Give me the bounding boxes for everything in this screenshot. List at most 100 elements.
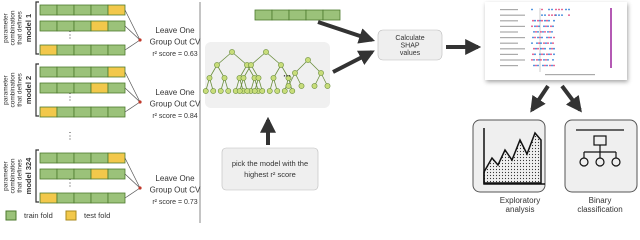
plot-dot xyxy=(535,47,537,50)
model-label-line: that defines xyxy=(17,72,24,106)
connector xyxy=(124,71,141,103)
plot-dot xyxy=(537,36,539,39)
tree-node xyxy=(285,75,292,81)
model-label-line: combination xyxy=(10,72,17,107)
fold xyxy=(107,152,126,164)
fold xyxy=(39,168,58,180)
model-name: model 1 xyxy=(24,14,33,42)
cv-text: Leave One xyxy=(155,26,195,35)
plot-dot xyxy=(541,8,543,11)
fold xyxy=(39,82,58,94)
fold xyxy=(73,82,92,94)
plot-dot xyxy=(546,64,548,67)
fold xyxy=(90,66,109,78)
bracket xyxy=(35,149,39,203)
tree-edge xyxy=(294,59,309,74)
plot-dot xyxy=(550,36,552,39)
fold xyxy=(107,44,126,56)
model-label-line: combination xyxy=(10,158,17,193)
dots: ⋮ xyxy=(66,130,75,140)
plot-dot xyxy=(535,64,537,67)
cv-text: Group Out CV xyxy=(150,186,201,195)
plot-dot xyxy=(553,64,555,67)
fold xyxy=(39,20,58,32)
fold xyxy=(39,152,58,164)
color-bar xyxy=(610,8,612,68)
bracket xyxy=(35,1,39,55)
shap-box xyxy=(377,29,443,61)
fold xyxy=(107,4,126,16)
fold xyxy=(56,4,75,16)
plot-dot xyxy=(539,36,541,39)
fold xyxy=(39,106,58,118)
tree-node xyxy=(289,88,296,94)
plot-dot xyxy=(544,64,546,67)
plot-label xyxy=(500,31,518,33)
tree-node xyxy=(206,75,213,81)
fold xyxy=(90,4,109,16)
fold xyxy=(107,168,126,180)
legend-swatch xyxy=(5,210,17,221)
hierarchy-lines xyxy=(583,145,617,158)
plot-dot xyxy=(543,53,545,56)
plot-label xyxy=(500,48,525,50)
tree-node xyxy=(298,83,305,89)
dots: ⋮ xyxy=(66,29,75,39)
model-label-line: parameter xyxy=(3,74,10,104)
cv-text: r² score = 0.73 xyxy=(152,199,197,206)
plot-dot xyxy=(541,36,543,39)
fold xyxy=(90,152,109,164)
model-label-line: parameter xyxy=(3,160,10,190)
plot-dot xyxy=(534,36,536,39)
plot-dot xyxy=(543,59,545,61)
plot-dot xyxy=(538,42,540,44)
tree-edge xyxy=(216,51,233,66)
fold xyxy=(90,44,109,56)
plot-dot xyxy=(565,8,567,11)
plot-dot xyxy=(543,25,545,28)
tree-node xyxy=(292,70,298,76)
fold xyxy=(90,106,109,118)
plot-dot xyxy=(540,31,542,33)
fold xyxy=(56,152,75,164)
tree-node xyxy=(274,88,281,94)
plot-label xyxy=(500,53,518,55)
plot-dot xyxy=(534,25,536,28)
plot-dot xyxy=(548,36,550,39)
plot-dot xyxy=(552,59,554,61)
plot-dot xyxy=(537,47,539,50)
shap-plot xyxy=(485,2,627,80)
tree-node xyxy=(225,88,232,94)
fold xyxy=(73,66,92,78)
model-name: model 2 xyxy=(24,76,33,104)
plot-dot xyxy=(545,25,547,28)
model-label: parameter combination that defines model 1 xyxy=(3,10,33,45)
model-label-line: combination xyxy=(10,10,17,45)
dots: ⋮ xyxy=(66,177,75,187)
hierarchy-leaf xyxy=(595,157,605,167)
plot-dot xyxy=(558,14,560,16)
tree-node xyxy=(248,62,254,68)
hierarchy-leaf xyxy=(579,157,589,167)
plot-dot xyxy=(536,59,538,61)
cv-text: Leave One xyxy=(155,174,195,183)
arrow xyxy=(560,84,582,113)
plot-xlabel xyxy=(545,74,595,76)
arrow xyxy=(317,20,376,44)
output-text: classification xyxy=(577,205,622,214)
model-label: parameter combination that defines model 2 xyxy=(3,72,33,107)
plot-dot xyxy=(533,64,535,67)
plot-label xyxy=(500,9,518,11)
legend-swatch xyxy=(65,210,77,221)
plot-dot xyxy=(548,19,550,22)
plot-dot xyxy=(540,42,542,44)
fold xyxy=(107,66,126,78)
fold xyxy=(73,152,92,164)
plot-dot xyxy=(552,25,554,28)
connector xyxy=(124,39,141,51)
fold xyxy=(39,44,58,56)
plot-dot xyxy=(532,53,534,56)
shap-text: values xyxy=(400,50,421,57)
plot-dot xyxy=(550,53,552,56)
tree-node xyxy=(202,88,209,94)
